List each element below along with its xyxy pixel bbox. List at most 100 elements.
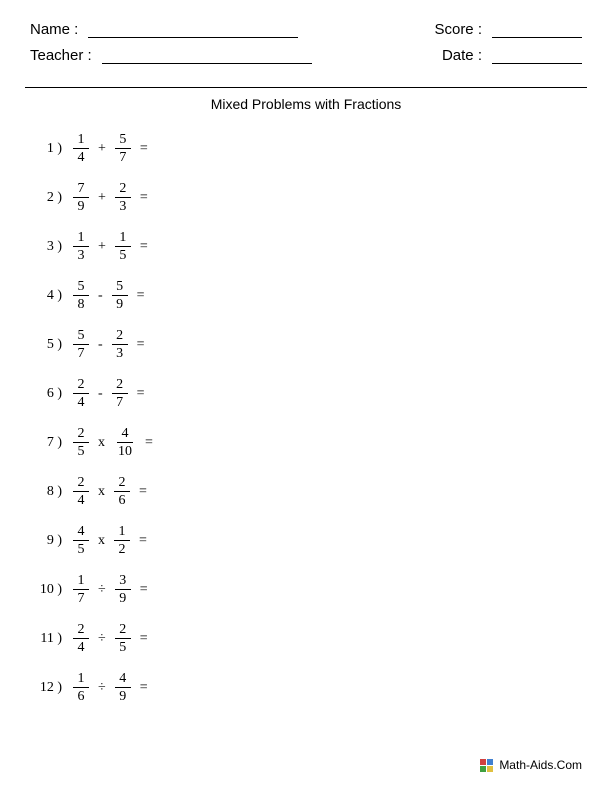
fraction-1: 45 (73, 524, 89, 558)
fraction-2: 23 (115, 181, 131, 215)
problem-row: 4 )58-59= (35, 271, 612, 320)
denominator: 4 (73, 394, 89, 410)
numerator: 2 (115, 622, 131, 639)
fraction-2: 59 (112, 279, 128, 313)
operator: ÷ (98, 631, 106, 647)
fraction-2: 27 (112, 377, 128, 411)
numerator: 3 (115, 573, 131, 590)
equals-sign: = (137, 337, 145, 353)
numerator: 4 (115, 671, 131, 688)
header-divider (25, 87, 587, 88)
date-label: Date : (442, 47, 482, 64)
operator: + (98, 190, 106, 206)
problem-number: 5 ) (35, 337, 70, 353)
equals-sign: = (145, 435, 153, 451)
numerator: 1 (115, 230, 131, 247)
fraction-2: 57 (115, 132, 131, 166)
numerator: 1 (73, 230, 89, 247)
operator: - (98, 386, 103, 402)
fraction-1: 17 (73, 573, 89, 607)
equals-sign: = (140, 239, 148, 255)
operator: + (98, 141, 106, 157)
numerator: 2 (115, 181, 131, 198)
numerator: 2 (73, 622, 89, 639)
footer-text: Math-Aids.Com (499, 758, 582, 772)
operator: - (98, 337, 103, 353)
numerator: 2 (73, 475, 89, 492)
header-row-2: Teacher : Date : (30, 46, 582, 64)
problem-row: 12 )16 ÷ 49 = (35, 663, 612, 712)
denominator: 9 (112, 296, 128, 312)
operator: ÷ (98, 582, 106, 598)
denominator: 5 (115, 639, 131, 655)
fraction-1: 13 (73, 230, 89, 264)
footer: Math-Aids.Com (480, 758, 582, 772)
denominator: 3 (115, 198, 131, 214)
equals-sign: = (140, 141, 148, 157)
problem-number: 9 ) (35, 533, 70, 549)
date-line (492, 46, 582, 64)
numerator: 5 (73, 328, 89, 345)
denominator: 9 (115, 590, 131, 606)
worksheet-title: Mixed Problems with Fractions (0, 96, 612, 112)
operator: + (98, 239, 106, 255)
fraction-1: 79 (73, 181, 89, 215)
teacher-label: Teacher : (30, 47, 92, 64)
fraction-1: 16 (73, 671, 89, 705)
name-line (88, 20, 298, 38)
numerator: 4 (117, 426, 133, 443)
fraction-1: 57 (73, 328, 89, 362)
fraction-1: 24 (73, 622, 89, 656)
header-row-1: Name : Score : (30, 20, 582, 38)
denominator: 4 (73, 149, 89, 165)
equals-sign: = (139, 484, 147, 500)
denominator: 7 (73, 345, 89, 361)
numerator: 1 (73, 132, 89, 149)
equals-sign: = (140, 582, 148, 598)
equals-sign: = (137, 386, 145, 402)
numerator: 1 (73, 671, 89, 688)
operator: x (98, 484, 105, 500)
problem-row: 8 )24x26= (35, 467, 612, 516)
problem-number: 6 ) (35, 386, 70, 402)
problem-number: 12 ) (35, 680, 70, 696)
numerator: 1 (114, 524, 130, 541)
numerator: 5 (115, 132, 131, 149)
footer-logo-icon (480, 759, 493, 772)
fraction-2: 23 (112, 328, 128, 362)
operator: x (98, 533, 105, 549)
denominator: 7 (73, 590, 89, 606)
denominator: 2 (114, 541, 130, 557)
fraction-2: 15 (115, 230, 131, 264)
denominator: 8 (73, 296, 89, 312)
denominator: 6 (114, 492, 130, 508)
problem-number: 1 ) (35, 141, 70, 157)
denominator: 5 (115, 247, 131, 263)
numerator: 7 (73, 181, 89, 198)
problem-row: 3 )13+15= (35, 222, 612, 271)
problem-row: 6 )24-27= (35, 369, 612, 418)
problem-row: 9 )45 x12 = (35, 516, 612, 565)
numerator: 4 (73, 524, 89, 541)
equals-sign: = (140, 190, 148, 206)
numerator: 2 (73, 377, 89, 394)
problem-row: 2 )79+23= (35, 173, 612, 222)
problem-number: 3 ) (35, 239, 70, 255)
teacher-line (102, 46, 312, 64)
problem-row: 5 )57-23 = (35, 320, 612, 369)
numerator: 1 (73, 573, 89, 590)
equals-sign: = (140, 680, 148, 696)
denominator: 4 (73, 639, 89, 655)
denominator: 9 (115, 688, 131, 704)
fraction-1: 24 (73, 377, 89, 411)
teacher-field: Teacher : (30, 46, 312, 64)
equals-sign: = (139, 533, 147, 549)
score-line (492, 20, 582, 38)
score-label: Score : (434, 21, 482, 38)
name-field: Name : (30, 20, 298, 38)
denominator: 4 (73, 492, 89, 508)
denominator: 7 (112, 394, 128, 410)
header: Name : Score : Teacher : Date : (0, 0, 612, 82)
fraction-1: 58 (73, 279, 89, 313)
operator: ÷ (98, 680, 106, 696)
